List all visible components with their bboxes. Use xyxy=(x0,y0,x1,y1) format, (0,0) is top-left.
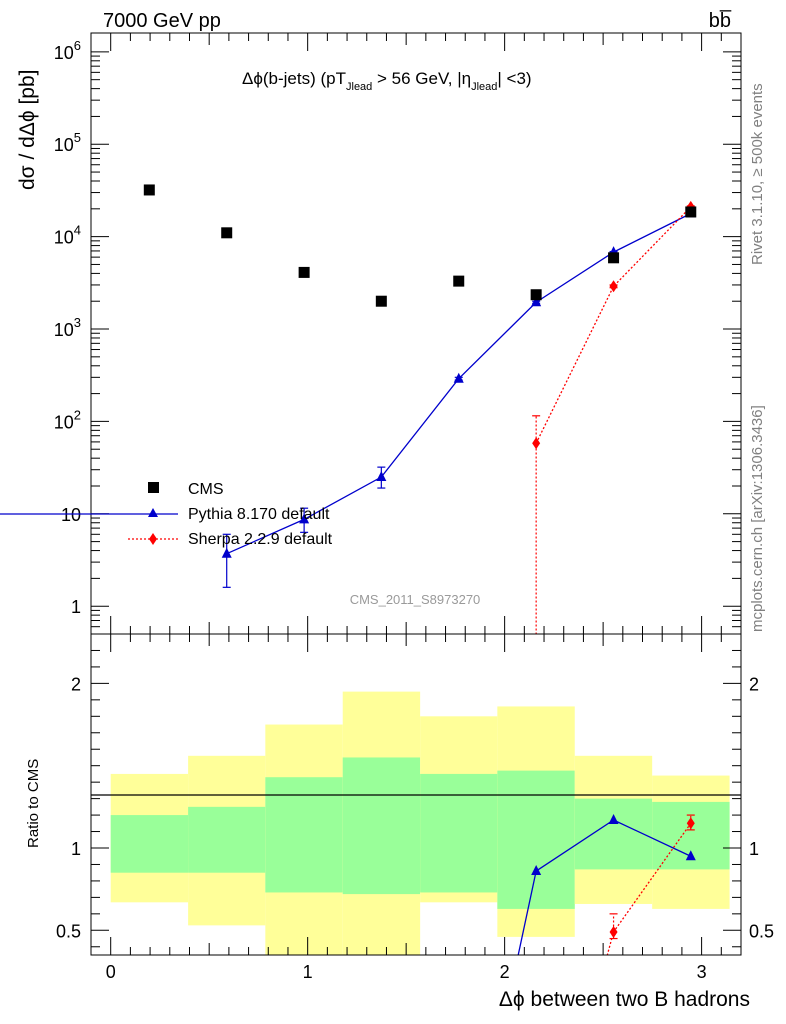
legend-marker-pythia xyxy=(148,508,158,517)
ratio-plot-frame xyxy=(90,633,742,956)
main-plot-title: Δϕ(b-jets) (pTJlead > 56 GeV, |ηJlead| <… xyxy=(242,69,532,93)
pythia-ratio-point xyxy=(685,850,696,861)
cms-data-point xyxy=(298,266,310,278)
ratio-plot-ylabel: Ratio to CMS xyxy=(25,759,42,848)
x-tick-label: 3 xyxy=(697,962,707,982)
sherpa-ratio-point xyxy=(686,817,695,830)
uncertainty-band-inner xyxy=(420,773,498,893)
x-tick-label: 2 xyxy=(500,962,510,982)
sherpa-point xyxy=(532,437,541,450)
pythia-ratio-point xyxy=(531,865,542,876)
uncertainty-band-inner xyxy=(497,770,575,909)
cms-data-point xyxy=(375,295,387,307)
uncertainty-band-inner xyxy=(188,806,266,873)
sherpa-point xyxy=(609,280,618,293)
y-tick-label: 10 xyxy=(61,505,81,525)
y-tick-label: 106 xyxy=(54,38,81,63)
legend: CMS Pythia 8.170 default Sherpa 2.2.9 de… xyxy=(0,481,333,548)
header-energy-label: 7000 GeV pp xyxy=(103,10,221,32)
legend-label-sherpa: Sherpa 2.2.9 default xyxy=(188,531,333,548)
ratio-y-tick-label: 1 xyxy=(71,839,81,859)
rivet-version-label: Rivet 3.1.10, ≥ 500k events xyxy=(749,83,766,265)
analysis-watermark: CMS_2011_S8973270 xyxy=(350,592,481,607)
header-process-label: bb̅ xyxy=(709,9,732,32)
ratio-y-tick-label: 2 xyxy=(71,674,81,694)
y-tick-label: 104 xyxy=(54,223,81,248)
y-tick-label: 105 xyxy=(54,130,81,155)
uncertainty-band-inner xyxy=(110,815,189,873)
ratio-y-tick-label: 0.5 xyxy=(56,921,81,941)
main-plot: 1 10 102 103 104 105 106 Δϕ(b-jets) (pTJlead >… xyxy=(0,32,742,635)
uncertainty-band-inner xyxy=(342,757,421,895)
pythia-ratio-point xyxy=(608,814,619,825)
pythia-point xyxy=(299,513,310,524)
sherpa-ratio-point xyxy=(609,925,618,938)
sherpa-line xyxy=(535,206,692,444)
pythia-line xyxy=(226,212,692,555)
cms-data-point xyxy=(143,184,155,196)
main-plot-ylabel: dσ / dΔϕ [pb] xyxy=(16,70,39,190)
x-tick-label: 0 xyxy=(106,962,116,982)
y-tick-label: 1 xyxy=(71,597,81,617)
cms-data-point xyxy=(453,275,465,287)
ratio-y-tick-label-right: 0.5 xyxy=(749,921,774,941)
ratio-plot-area xyxy=(91,691,741,955)
pythia-point xyxy=(531,296,542,307)
mcplots-label: mcplots.cern.ch [arXiv:1306.3436] xyxy=(749,405,766,632)
cms-data-point xyxy=(221,227,233,239)
ratio-y-tick-label-right: 1 xyxy=(749,839,759,859)
ratio-plot-xlabel: Δϕ between two B hadrons xyxy=(499,988,750,1011)
legend-marker-cms xyxy=(148,482,159,493)
pythia-point xyxy=(221,547,232,558)
ratio-plot: 0.5 0.5 1 1 2 2 0 1 2 3 Ratio to CMS Δϕ between t… xyxy=(25,633,774,1011)
uncertainty-band-inner xyxy=(574,798,653,870)
cms-data-point xyxy=(685,206,697,218)
pythia-ratio-line xyxy=(517,819,692,955)
ratio-y-tick-label-right: 2 xyxy=(749,674,759,694)
cms-data-point xyxy=(608,252,620,264)
y-tick-label: 103 xyxy=(54,315,81,340)
pythia-point xyxy=(453,372,464,383)
uncertainty-band-inner xyxy=(265,777,343,893)
legend-marker-sherpa xyxy=(149,533,157,545)
legend-label-pythia: Pythia 8.170 default xyxy=(188,506,330,523)
main-plot-area xyxy=(143,184,697,634)
cms-data-point xyxy=(530,289,542,301)
x-tick-label: 1 xyxy=(303,962,313,982)
legend-label-cms: CMS xyxy=(188,481,224,498)
y-tick-label: 102 xyxy=(54,407,81,432)
pythia-point xyxy=(376,471,387,482)
